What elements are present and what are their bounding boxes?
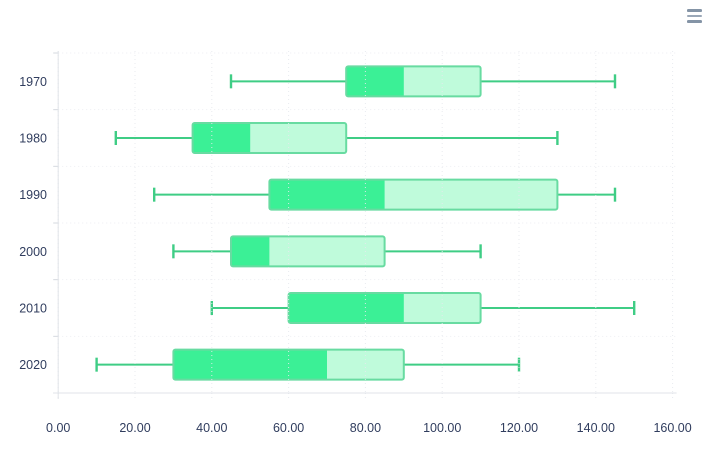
x-tick-label: 120.00 [500,421,538,435]
box-row-1970[interactable] [229,65,617,98]
box-outline [268,178,559,211]
x-tick-label: 20.00 [119,421,150,435]
x-tick-label: 140.00 [577,421,615,435]
y-tick-label: 2000 [19,245,47,259]
x-tick-label: 0.00 [46,421,70,435]
box-row-1980[interactable] [114,122,559,154]
box-row-1990[interactable] [152,178,617,211]
box-row-2020[interactable] [95,348,521,381]
box-dark-segment [192,123,251,153]
hamburger-menu-icon [687,9,702,12]
y-tick-label: 1970 [19,75,47,89]
x-tick-label: 40.00 [196,421,227,435]
x-tick-label: 100.00 [423,421,461,435]
box-dark-segment [346,66,404,97]
x-tick-label: 80.00 [350,421,381,435]
box-row-2000[interactable] [172,235,482,268]
box-outline [345,65,482,98]
box-row-2010[interactable] [210,292,636,324]
box-dark-segment [269,179,385,210]
chart-menu-button[interactable] [684,6,706,26]
x-tick-label: 160.00 [653,421,691,435]
y-tick-label: 1990 [19,188,47,202]
box-dark-segment [288,293,404,323]
x-tick-label: 60.00 [273,421,304,435]
hamburger-menu-icon [687,14,702,18]
y-tick-label: 2020 [19,358,47,372]
box-dark-segment [173,349,327,380]
hamburger-menu-icon [687,20,702,23]
y-tick-label: 1980 [19,132,47,146]
box-outline [191,122,348,154]
box-dark-segment [231,236,270,267]
y-tick-label: 2010 [19,302,47,316]
box-outline [230,235,386,268]
